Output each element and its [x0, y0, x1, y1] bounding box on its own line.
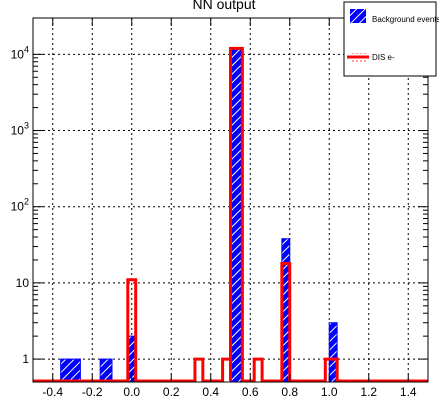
x-tick-label: 0.6 — [242, 385, 259, 398]
legend-label-dis: DIS e- — [372, 53, 395, 62]
x-tick-label: 0.0 — [123, 385, 140, 398]
x-tick-label: 0.2 — [163, 385, 180, 398]
legend-swatch-background — [350, 9, 366, 23]
x-tick-label: 1.4 — [400, 385, 417, 398]
x-tick-label: 1.0 — [321, 385, 338, 398]
axes-layer — [32, 17, 429, 383]
chart-title: NN output — [192, 0, 255, 12]
plot-frame — [32, 17, 429, 383]
y-tick-label: 1 — [22, 352, 29, 366]
y-tick-label: 10 — [16, 276, 30, 290]
legend-label-background: Background events — [372, 15, 439, 24]
bar-background — [60, 358, 81, 383]
y-tick-label: 103 — [11, 121, 29, 138]
bar-background — [230, 47, 243, 383]
y-tick-label: 104 — [11, 44, 29, 61]
y-tick-label: 102 — [11, 197, 29, 214]
dis-outline — [33, 46, 428, 383]
x-tick-label: 0.4 — [202, 385, 219, 398]
x-tick-label: -0.4 — [42, 385, 63, 398]
x-tick-label: 1.2 — [360, 385, 377, 398]
x-tick-label: -0.2 — [82, 385, 103, 398]
bar-background — [99, 358, 113, 383]
legend: Background events DIS e- — [343, 1, 439, 77]
grid-layer — [33, 18, 428, 382]
x-tick-label: 0.8 — [281, 385, 298, 398]
